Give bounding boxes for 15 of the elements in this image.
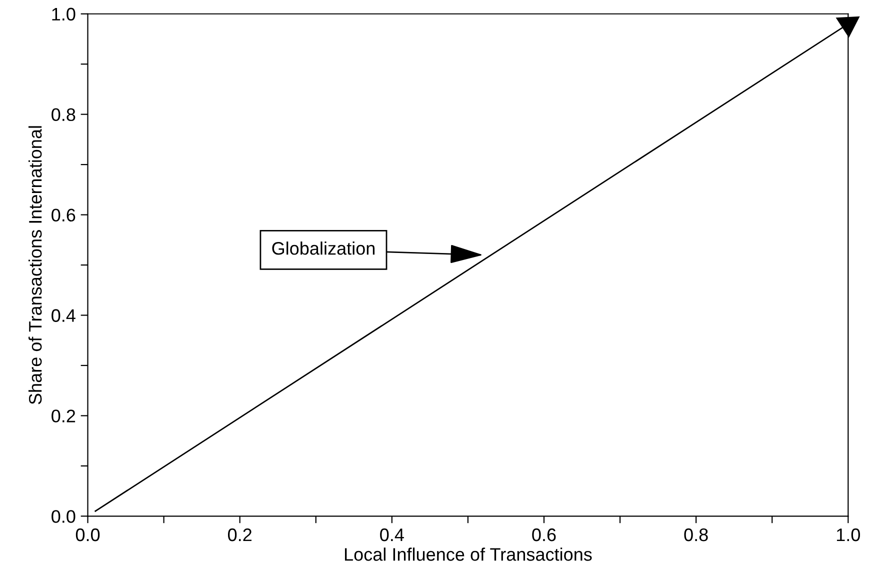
x-tick-label: 0.4 [380, 528, 404, 542]
x-tick-label: 0.8 [684, 528, 708, 542]
y-tick-label: 0.8 [52, 108, 76, 122]
y-axis-title: Share of Transactions International [28, 126, 42, 404]
y-tick-label: 0.6 [52, 208, 76, 222]
y-tick-label: 0.0 [52, 510, 76, 523]
x-tick-label: 0.0 [76, 528, 100, 542]
y-tick-label: 0.4 [52, 309, 76, 322]
y-tick-label: 0.2 [52, 410, 76, 422]
x-tick-label: 0.2 [228, 528, 252, 542]
x-axis-title: Local Influence of Transactions [344, 548, 592, 561]
y-tick-label: 1.0 [52, 8, 76, 21]
x-tick-label: 1.0 [836, 528, 860, 542]
annotation: Globalization [272, 242, 375, 255]
x-tick-label: 0.6 [532, 528, 556, 542]
